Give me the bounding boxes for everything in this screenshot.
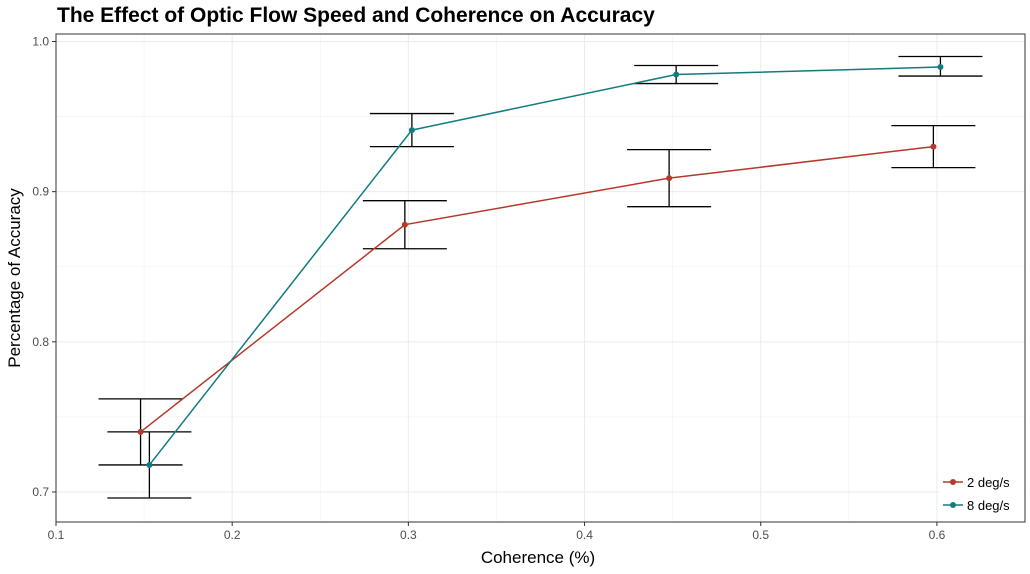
y-tick-label: 1.0 [32,35,49,49]
y-tick-label: 0.7 [32,485,49,499]
axis-layer: 0.1 0.2 0.3 0.4 0.5 0.6 0.7 0.8 0.9 1.0 [32,35,945,542]
y-tick-label: 0.8 [32,335,49,349]
y-tick-label: 0.9 [32,185,49,199]
y-axis-title: Percentage of Accuracy [5,188,24,368]
x-axis-title: Coherence (%) [481,548,595,567]
plot-panel-border [55,33,1026,523]
x-tick-label: 0.3 [400,528,417,542]
data-point [666,175,673,182]
data-point [146,461,153,468]
series-line-1 [140,145,934,433]
data-point [401,221,408,228]
data-point [137,428,144,435]
legend-label: 2 deg/s [967,475,1010,490]
data-point [673,71,680,78]
legend-box [940,460,1024,520]
legend: 2 deg/s 8 deg/s [940,460,1024,520]
data-point [930,143,937,150]
legend-key-point [950,502,956,508]
grid-layer [55,34,1025,522]
x-tick-label: 0.4 [576,528,593,542]
chart-title: The Effect of Optic Flow Speed and Coher… [57,4,655,27]
x-tick-label: 0.5 [752,528,769,542]
data-point [937,64,944,71]
x-tick-label: 0.1 [48,528,65,542]
x-tick-label: 0.6 [929,528,946,542]
legend-key-point [950,479,956,485]
data-point [408,127,415,134]
series-line-2 [148,66,941,466]
legend-label: 8 deg/s [967,498,1010,513]
series-layer [98,55,983,499]
x-tick-label: 0.2 [224,528,241,542]
